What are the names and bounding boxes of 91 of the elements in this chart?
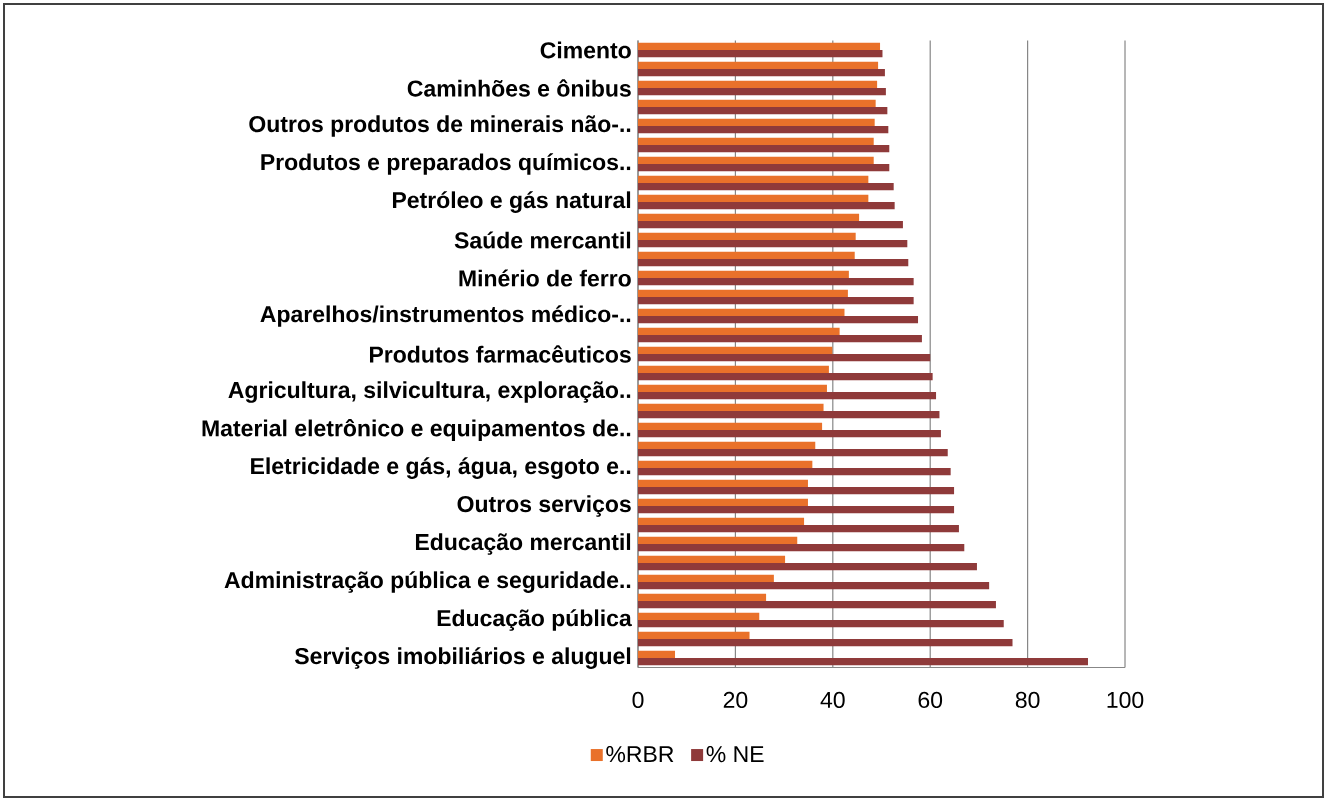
legend-label: % NE bbox=[706, 746, 764, 763]
bar bbox=[638, 384, 827, 393]
y-tick-label: Agricultura, silvicultura, exploração.. bbox=[228, 381, 631, 403]
bar bbox=[638, 555, 786, 564]
bar bbox=[638, 42, 881, 51]
bar bbox=[638, 506, 955, 514]
bar bbox=[638, 145, 890, 153]
bar bbox=[638, 403, 824, 412]
bar bbox=[638, 316, 919, 324]
bar bbox=[638, 468, 951, 476]
bar bbox=[638, 183, 894, 191]
y-tick-label: Educação mercantil bbox=[415, 533, 631, 555]
bar bbox=[638, 612, 760, 620]
y-tick-label: Produtos e preparados químicos.. bbox=[261, 153, 631, 175]
bar bbox=[638, 270, 849, 279]
bar bbox=[638, 574, 774, 583]
bar bbox=[638, 479, 808, 488]
y-tick-label: Petróleo e gás natural bbox=[392, 191, 631, 213]
bar bbox=[638, 441, 816, 450]
bar bbox=[638, 373, 933, 381]
bar bbox=[638, 335, 922, 343]
bar bbox=[638, 251, 855, 260]
bar bbox=[638, 392, 937, 400]
bar bbox=[638, 593, 767, 602]
bar bbox=[638, 354, 931, 362]
bar bbox=[638, 99, 876, 108]
bar bbox=[638, 517, 805, 525]
y-tick-label: Aparelhos/instrumentos médico-.. bbox=[260, 305, 631, 327]
x-tick-label: 20 bbox=[723, 691, 748, 709]
y-tick-label: Outros serviços bbox=[457, 495, 631, 517]
y-tick-label: Serviços imobiliários e aluguel bbox=[294, 647, 631, 669]
bar bbox=[638, 289, 848, 298]
x-tick-label: 0 bbox=[632, 691, 644, 709]
bar bbox=[638, 194, 869, 203]
x-tick-label: 80 bbox=[1015, 691, 1040, 709]
bar bbox=[638, 536, 798, 545]
bar bbox=[638, 308, 845, 317]
bar bbox=[638, 69, 885, 77]
bar bbox=[638, 601, 996, 609]
bar bbox=[638, 80, 878, 89]
bar bbox=[638, 327, 840, 336]
bar bbox=[638, 582, 990, 590]
bar bbox=[638, 107, 888, 115]
bar bbox=[638, 411, 940, 419]
bar bbox=[638, 631, 750, 640]
bar bbox=[638, 221, 903, 229]
y-tick-label: Outros produtos de minerais não-.. bbox=[249, 115, 631, 137]
bar bbox=[638, 259, 909, 267]
y-tick-label: Produtos farmacêuticos bbox=[370, 345, 631, 363]
bar bbox=[638, 365, 829, 374]
bar bbox=[638, 650, 676, 659]
y-tick-label: Saúde mercantil bbox=[454, 231, 631, 249]
bar bbox=[638, 50, 883, 58]
y-tick-label: Administração pública e seguridade.. bbox=[224, 571, 631, 593]
bar bbox=[638, 202, 895, 210]
bar bbox=[638, 175, 869, 184]
y-tick-label: Caminhões e ônibus bbox=[407, 79, 631, 97]
bar bbox=[638, 164, 890, 172]
bar bbox=[638, 137, 874, 146]
bar bbox=[638, 118, 875, 127]
legend-label: %RBR bbox=[606, 746, 674, 763]
bar bbox=[638, 430, 941, 438]
bar bbox=[638, 658, 1088, 666]
y-tick-label: Minério de ferro bbox=[459, 269, 631, 287]
bar bbox=[638, 88, 886, 96]
bar bbox=[638, 61, 879, 70]
bar bbox=[638, 240, 908, 248]
bar bbox=[638, 460, 813, 469]
bar bbox=[638, 156, 874, 165]
bar bbox=[638, 422, 823, 430]
bar bbox=[638, 544, 965, 552]
bar bbox=[638, 449, 948, 457]
bar bbox=[638, 232, 856, 241]
bar bbox=[638, 126, 889, 134]
y-tick-label: Eletricidade e gás, água, esgoto e.. bbox=[251, 457, 631, 479]
y-tick-label: Cimento bbox=[540, 41, 631, 59]
x-tick-label: 60 bbox=[918, 691, 943, 709]
bar bbox=[638, 213, 860, 222]
x-tick-label: 100 bbox=[1107, 691, 1144, 709]
bar bbox=[638, 346, 833, 355]
bar bbox=[638, 297, 914, 305]
bar bbox=[638, 639, 1013, 647]
y-tick-label: Material eletrônico e equipamentos de.. bbox=[202, 419, 631, 441]
bar bbox=[638, 620, 1004, 628]
bar bbox=[638, 498, 808, 507]
bar bbox=[638, 525, 959, 533]
x-tick-label: 40 bbox=[820, 691, 845, 709]
y-tick-label: Educação pública bbox=[437, 609, 632, 631]
bar bbox=[638, 563, 977, 571]
bar bbox=[638, 278, 914, 286]
bar bbox=[638, 487, 955, 495]
